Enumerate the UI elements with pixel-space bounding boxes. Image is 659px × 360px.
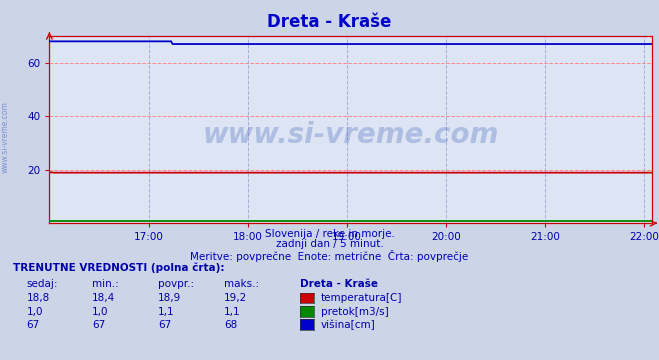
Text: 67: 67 [158,320,171,330]
Text: 19,2: 19,2 [224,293,247,303]
Text: zadnji dan / 5 minut.: zadnji dan / 5 minut. [275,239,384,249]
Text: povpr.:: povpr.: [158,279,194,289]
Text: www.si-vreme.com: www.si-vreme.com [203,121,499,149]
Text: sedaj:: sedaj: [26,279,58,289]
Text: 1,1: 1,1 [158,307,175,317]
Text: Meritve: povprečne  Enote: metrične  Črta: povprečje: Meritve: povprečne Enote: metrične Črta:… [190,250,469,262]
Text: 18,8: 18,8 [26,293,49,303]
Text: TRENUTNE VREDNOSTI (polna črta):: TRENUTNE VREDNOSTI (polna črta): [13,263,225,273]
Text: 67: 67 [92,320,105,330]
Text: pretok[m3/s]: pretok[m3/s] [321,307,389,317]
Text: maks.:: maks.: [224,279,259,289]
Text: 18,9: 18,9 [158,293,181,303]
Text: temperatura[C]: temperatura[C] [321,293,403,303]
Text: 1,0: 1,0 [92,307,109,317]
Text: 67: 67 [26,320,40,330]
Text: Dreta - Kraše: Dreta - Kraše [268,13,391,31]
Text: 18,4: 18,4 [92,293,115,303]
Text: min.:: min.: [92,279,119,289]
Text: višina[cm]: višina[cm] [321,320,376,330]
Text: www.si-vreme.com: www.si-vreme.com [1,101,10,173]
Text: 1,1: 1,1 [224,307,241,317]
Text: 1,0: 1,0 [26,307,43,317]
Text: Slovenija / reke in morje.: Slovenija / reke in morje. [264,229,395,239]
Text: Dreta - Kraše: Dreta - Kraše [300,279,378,289]
Text: 68: 68 [224,320,237,330]
